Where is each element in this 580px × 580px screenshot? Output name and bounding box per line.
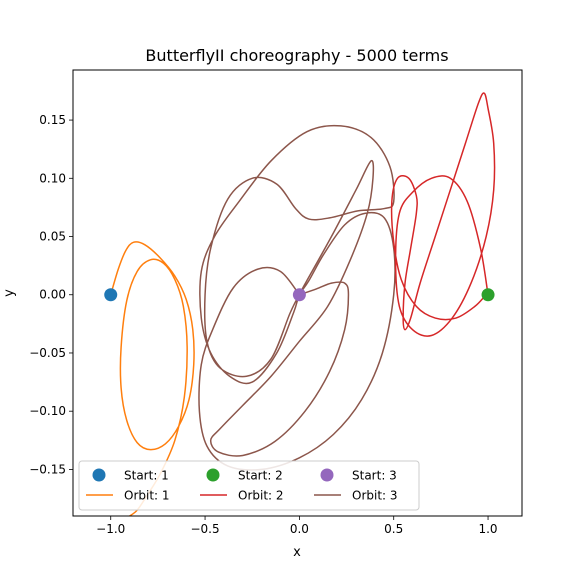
x-tick-label: 1.0	[478, 522, 497, 536]
legend-box	[78, 460, 420, 511]
x-tick-label: −1.0	[96, 522, 125, 536]
y-tick-label: 0.15	[39, 113, 66, 127]
y-tick-label: 0.10	[39, 171, 66, 185]
plot-frame	[72, 69, 523, 517]
y-tick-label: −0.05	[29, 346, 66, 360]
legend-marker	[206, 468, 220, 482]
legend-label: Orbit: 2	[238, 489, 284, 503]
x-ticks: −1.0 −0.5 0.0 0.5 1.0	[96, 516, 498, 536]
legend-label: Start: 2	[238, 469, 283, 483]
y-tick-label: 0.00	[39, 288, 66, 302]
start-1-marker	[104, 288, 118, 302]
legend: Start: 1 Orbit: 1 Start: 2 Orbit: 2 Start: 3…	[78, 460, 420, 511]
x-axis-label: x	[293, 545, 301, 560]
chart-title: ButterflyII choreography - 5000 terms	[145, 46, 448, 65]
orbit-2-line	[390, 92, 496, 337]
orbits	[110, 92, 496, 516]
legend-label: Start: 3	[352, 469, 397, 483]
x-tick-label: −0.5	[190, 522, 219, 536]
start-points	[104, 288, 495, 302]
orbit-3-line	[198, 124, 396, 471]
y-tick-label: −0.10	[29, 404, 66, 418]
legend-label: Orbit: 3	[352, 489, 398, 503]
orbit-1-line	[110, 241, 195, 516]
y-tick-label: 0.05	[39, 230, 66, 244]
start-2-marker	[481, 288, 495, 302]
legend-marker	[320, 468, 334, 482]
x-tick-label: 0.0	[290, 522, 309, 536]
x-tick-label: 0.5	[384, 522, 403, 536]
y-axis-label: y	[2, 289, 17, 297]
legend-label: Orbit: 1	[124, 489, 170, 503]
y-ticks: 0.15 0.10 0.05 0.00 −0.05 −0.10 −0.15	[29, 113, 73, 476]
legend-label: Start: 1	[124, 469, 169, 483]
start-3-marker	[292, 288, 306, 302]
legend-marker	[92, 468, 106, 482]
y-tick-label: −0.15	[29, 462, 66, 476]
